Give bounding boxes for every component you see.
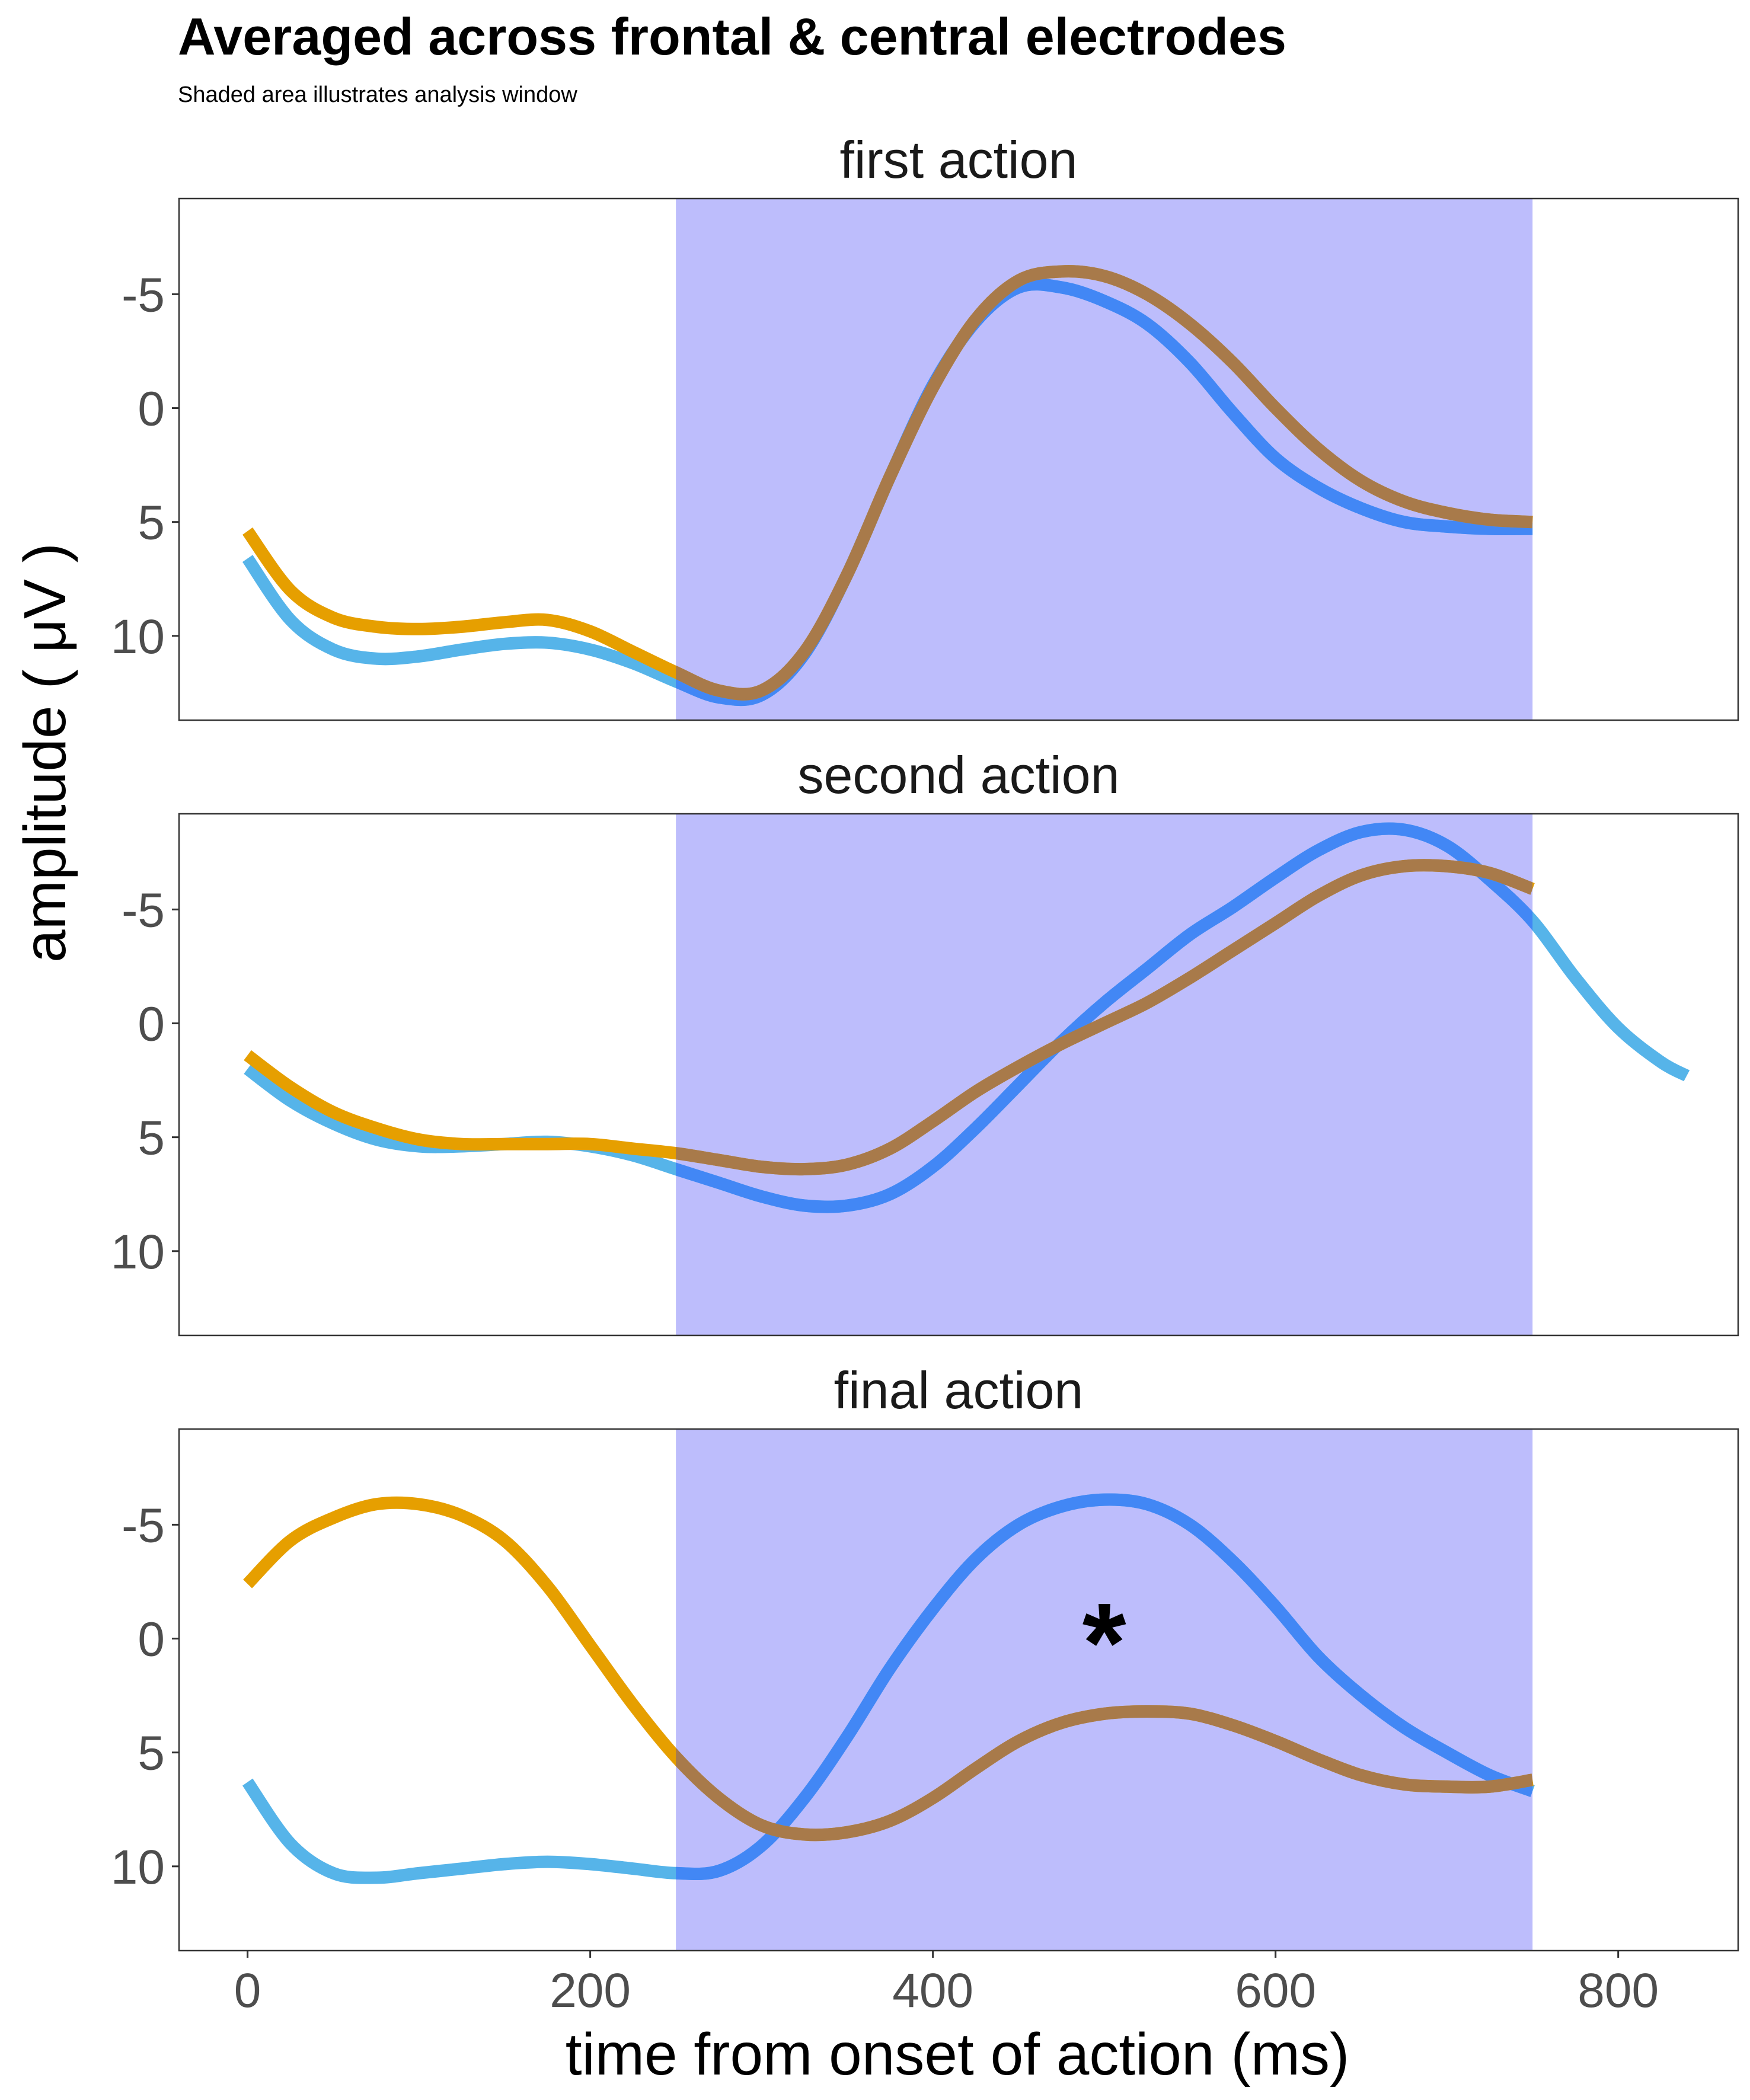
y-tick-label: 10 [111, 1225, 165, 1279]
panel-3: final action -5 0 5 10 * [111, 1361, 1739, 1952]
panel-border [178, 1428, 1739, 1952]
panel-border [178, 197, 1739, 721]
y-tick-label: 5 [138, 1727, 165, 1781]
series-2-window-segment [676, 265, 1533, 701]
x-axis-label: time from onset of action (ms) [566, 2021, 1350, 2088]
x-tick-label: 800 [1577, 1964, 1659, 2018]
significance-marker: * [1082, 1580, 1126, 1706]
panel-label: second action [797, 746, 1119, 804]
y-tick-label: 0 [138, 998, 165, 1051]
y-tick-label: 0 [138, 382, 165, 436]
y-tick-label: 0 [138, 1613, 165, 1667]
x-axis: 0 200 400 600 800 [234, 1951, 1659, 2018]
series-1-window-segment [676, 1493, 1533, 1881]
panel-label: first action [839, 130, 1077, 189]
y-tick-label: 10 [111, 1840, 165, 1894]
chart-subtitle: Shaded area illustrates analysis window [178, 82, 577, 107]
panel-label: final action [834, 1361, 1084, 1420]
chart-title: Averaged across frontal & central electr… [178, 7, 1286, 66]
x-tick-label: 600 [1235, 1964, 1316, 2018]
x-tick-label: 200 [550, 1964, 631, 2018]
y-axis-label: amplitude ( μV ) [12, 543, 78, 963]
x-tick-label: 0 [234, 1964, 261, 2018]
y-tick-label: -5 [122, 268, 165, 322]
panel-2: second action -5 0 5 10 [111, 746, 1739, 1337]
series-2-window-segment [676, 1705, 1533, 1842]
panel-border [178, 813, 1739, 1337]
y-tick-label: -5 [122, 883, 165, 937]
panel-1: first action -5 0 5 10 [111, 130, 1739, 721]
y-tick-label: 10 [111, 610, 165, 664]
series-2-window-segment [676, 859, 1533, 1176]
y-tick-label: 5 [138, 1111, 165, 1165]
y-tick-label: 5 [138, 496, 165, 550]
analysis-window [676, 1429, 1533, 1951]
x-tick-label: 400 [892, 1964, 973, 2018]
y-tick-label: -5 [122, 1498, 165, 1552]
analysis-window [676, 814, 1533, 1335]
